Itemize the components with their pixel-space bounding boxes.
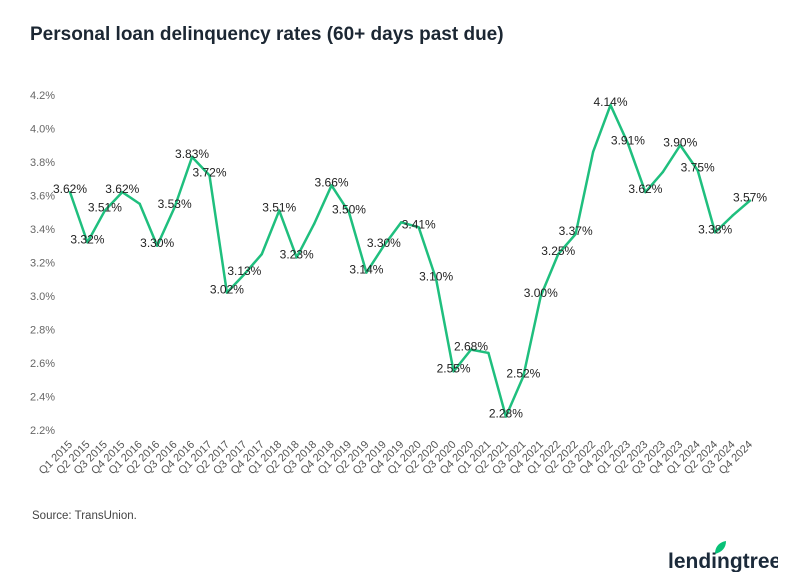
data-label: 3.51%	[262, 201, 296, 215]
data-point	[295, 256, 298, 259]
lendingtree-logo[interactable]: lendingtree	[668, 540, 781, 577]
y-tick-label: 3.0%	[30, 291, 55, 303]
data-point	[243, 273, 246, 276]
data-label: 3.66%	[315, 175, 349, 189]
data-point	[609, 103, 612, 107]
data-point	[190, 155, 194, 159]
data-label: 3.41%	[402, 217, 436, 231]
data-point	[330, 184, 333, 187]
data-point	[522, 375, 525, 378]
y-tick-label: 3.8%	[30, 157, 55, 169]
data-point	[365, 271, 368, 274]
y-tick-label: 3.4%	[30, 224, 55, 236]
data-point	[731, 214, 734, 217]
data-point	[103, 209, 107, 212]
data-point	[713, 231, 717, 234]
data-point	[155, 244, 159, 247]
data-label: 3.62%	[53, 182, 87, 196]
data-label: 3.25%	[541, 244, 575, 258]
y-tick-label: 3.2%	[30, 258, 55, 270]
data-label: 3.14%	[349, 263, 383, 277]
data-label: 3.62%	[628, 182, 662, 196]
data-label: 3.23%	[280, 247, 314, 261]
data-label: 3.90%	[663, 135, 697, 149]
data-label: 3.83%	[175, 147, 209, 161]
data-point	[417, 226, 420, 229]
series-line	[68, 103, 751, 418]
data-point	[225, 291, 229, 294]
data-point	[574, 232, 577, 236]
data-point	[86, 241, 89, 244]
logo-text: lendingtree	[668, 550, 778, 572]
data-point	[260, 252, 263, 256]
data-point	[312, 222, 316, 226]
data-point	[452, 370, 455, 373]
source-note: Source: TransUnion.	[32, 510, 137, 522]
leaf-icon	[715, 541, 726, 554]
data-label: 3.30%	[140, 236, 174, 250]
data-label: 3.51%	[88, 201, 122, 215]
y-tick-label: 3.6%	[30, 191, 55, 203]
data-label: 2.28%	[489, 407, 523, 421]
data-label: 3.53%	[158, 197, 192, 211]
data-point	[504, 415, 508, 418]
data-point	[278, 209, 281, 212]
data-label: 2.68%	[454, 340, 488, 354]
data-label: 3.10%	[419, 269, 453, 283]
data-point	[748, 199, 752, 202]
data-point	[626, 142, 630, 145]
data-label: 4.14%	[593, 95, 627, 109]
data-point	[487, 351, 490, 355]
data-label: 3.72%	[192, 165, 226, 179]
data-point	[400, 221, 403, 224]
y-tick-label: 2.8%	[30, 325, 55, 337]
data-point	[208, 174, 211, 177]
data-label: 3.02%	[210, 283, 244, 297]
data-point	[121, 190, 124, 194]
y-tick-label: 2.2%	[30, 425, 55, 437]
y-tick-label: 4.2%	[30, 90, 55, 102]
data-label: 2.52%	[506, 366, 540, 380]
data-label: 3.38%	[698, 222, 732, 236]
data-point	[382, 244, 386, 247]
data-label: 3.32%	[70, 232, 104, 246]
data-point	[557, 252, 560, 256]
y-tick-label: 2.4%	[30, 392, 55, 404]
data-label: 3.13%	[227, 264, 261, 278]
data-point	[138, 202, 141, 206]
data-point	[469, 348, 473, 351]
y-tick-label: 4.0%	[30, 124, 55, 136]
data-point	[347, 211, 351, 214]
data-label: 3.62%	[105, 182, 139, 196]
data-label: 3.37%	[559, 224, 593, 238]
data-point	[696, 169, 699, 172]
data-point	[591, 150, 595, 154]
data-label: 3.57%	[733, 191, 767, 205]
y-tick-label: 2.6%	[30, 358, 55, 370]
data-label: 3.30%	[367, 236, 401, 250]
data-point	[434, 278, 438, 281]
data-point	[679, 144, 682, 147]
data-label: 3.00%	[524, 286, 558, 300]
data-label: 3.75%	[681, 160, 715, 174]
data-point	[661, 170, 665, 174]
data-point	[539, 294, 542, 298]
data-point	[644, 190, 647, 194]
data-label: 2.55%	[437, 361, 471, 375]
data-point	[173, 206, 176, 209]
data-label: 3.50%	[332, 202, 366, 216]
data-label: 3.91%	[611, 134, 645, 148]
chart-title: Personal loan delinquency rates (60+ day…	[30, 24, 504, 45]
data-point	[68, 190, 72, 194]
